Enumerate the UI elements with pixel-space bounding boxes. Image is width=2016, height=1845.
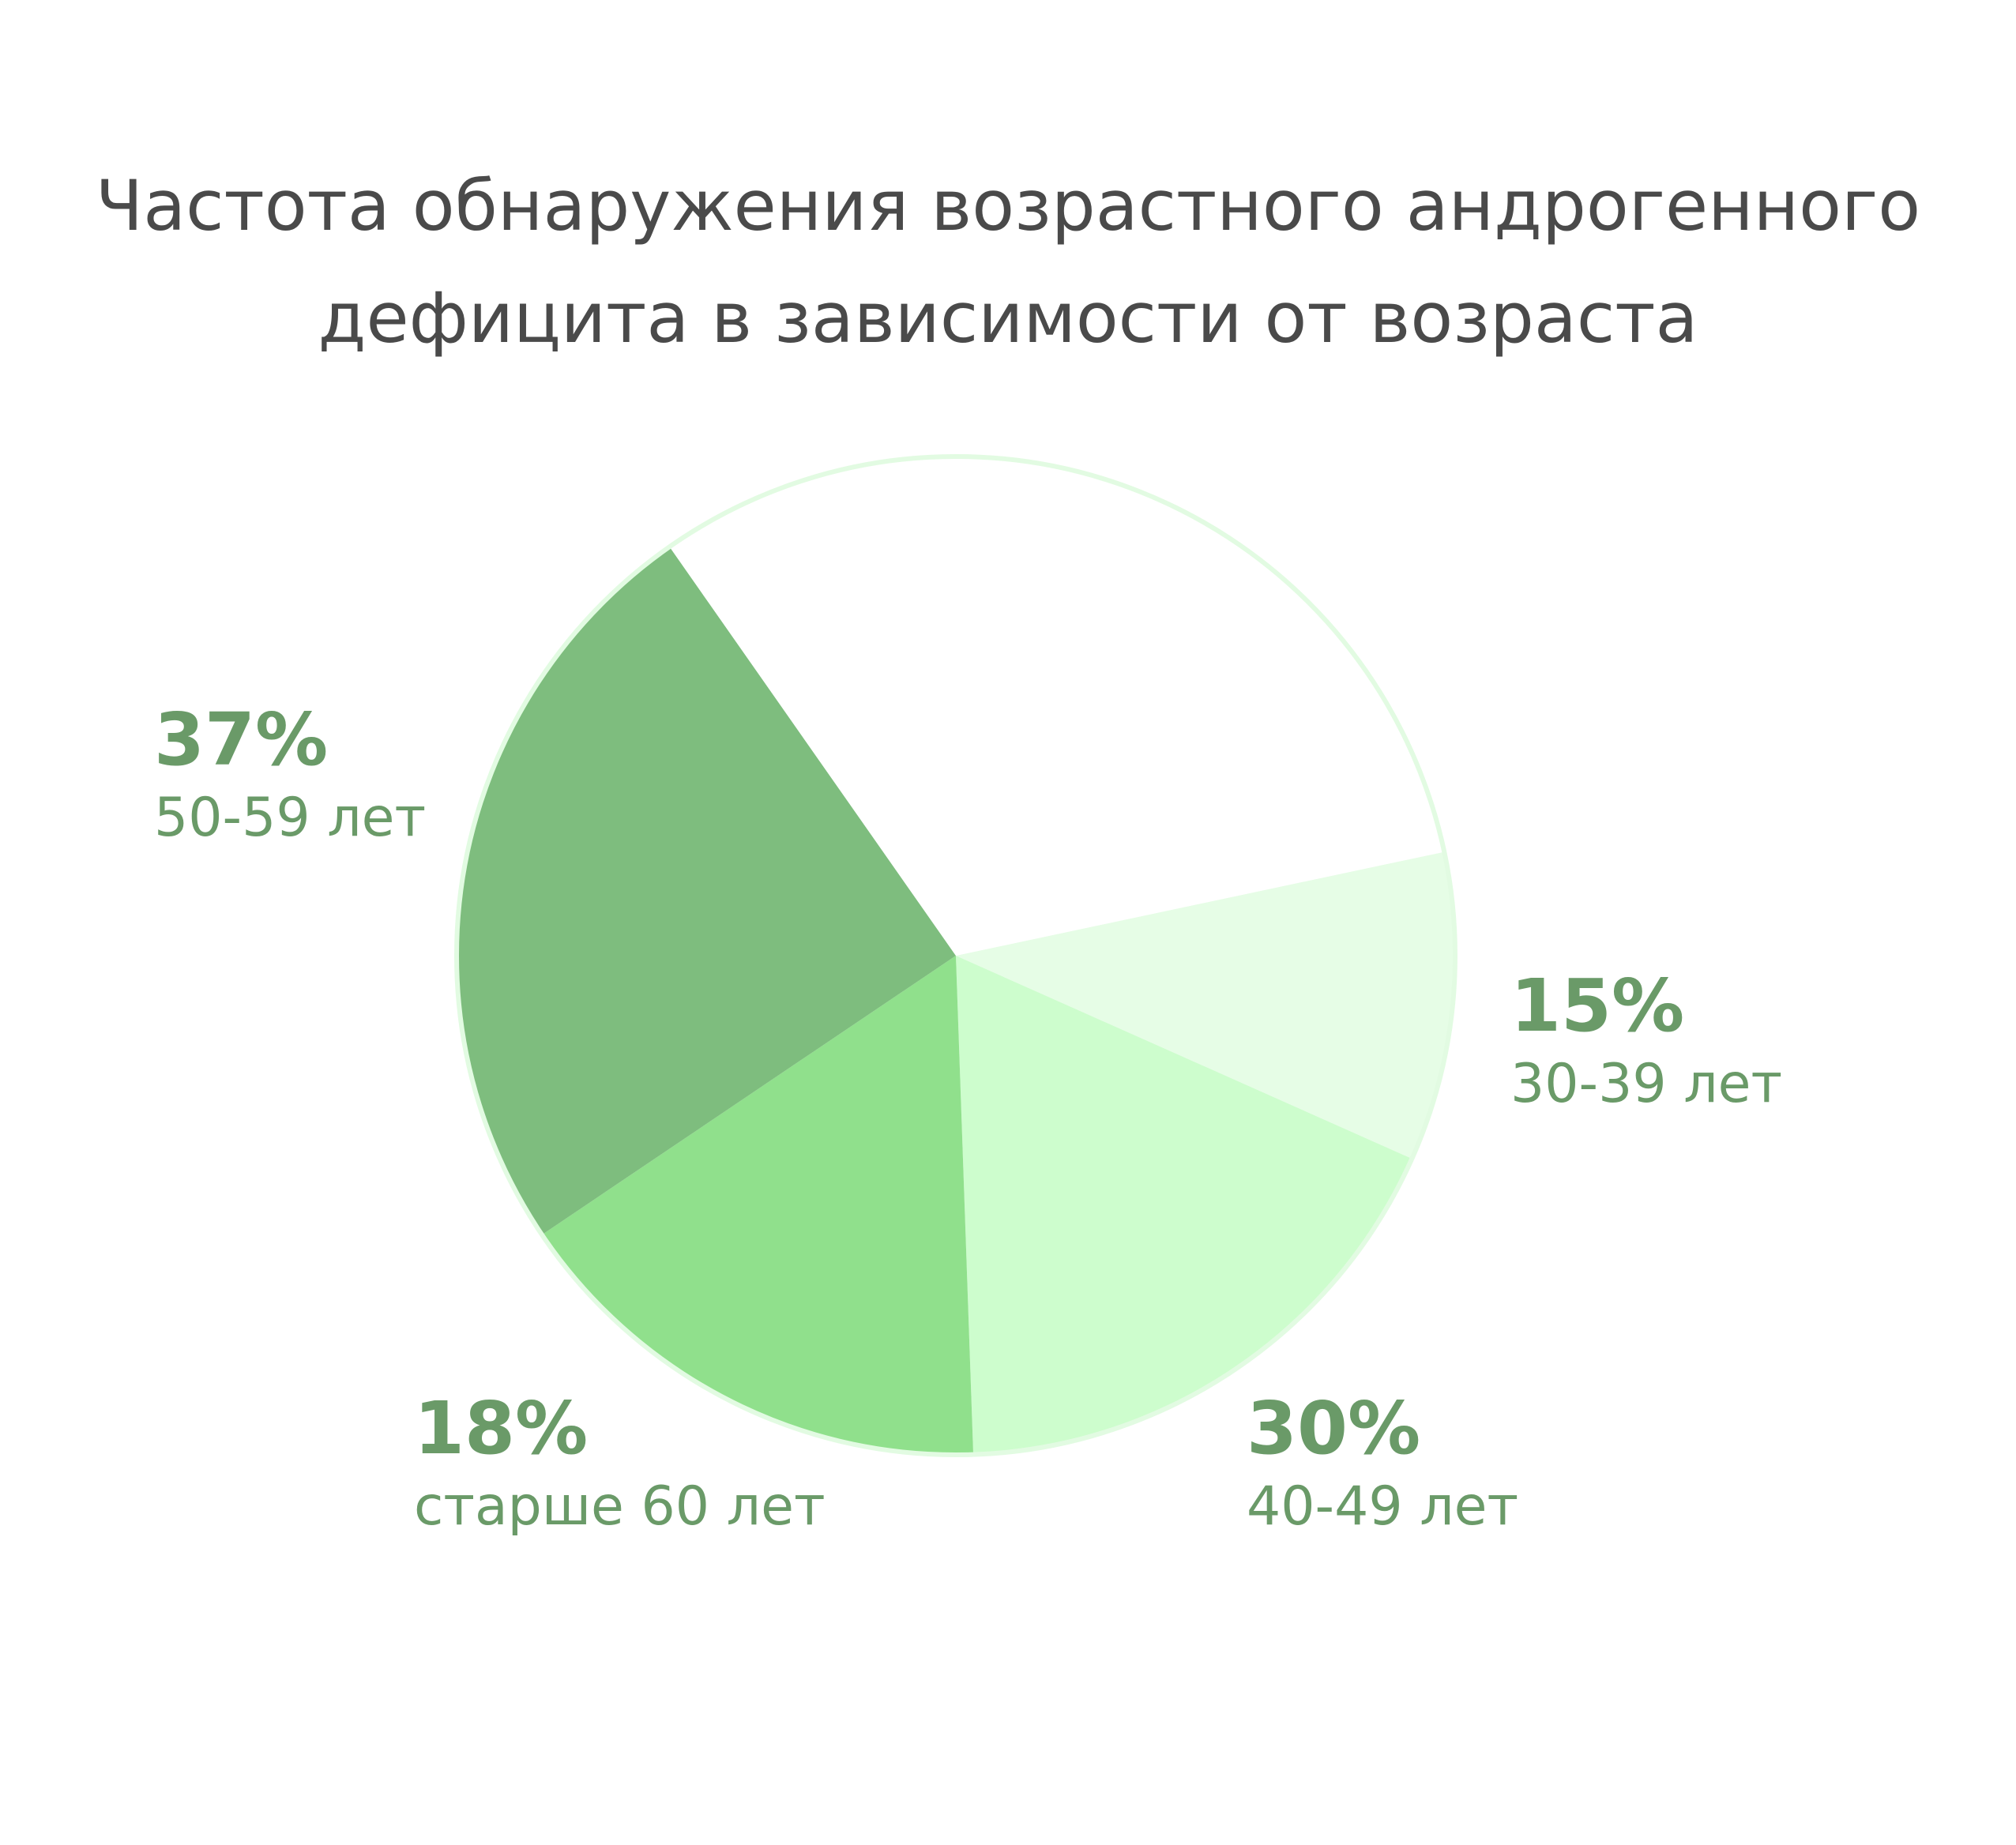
slice-value-label: 37% [154,697,328,782]
slice-label-group-4: 37%50-59 лет [154,697,426,849]
pie-slices [457,457,1456,1456]
slice-label-group-2: 30%40-49 лет [1247,1386,1518,1538]
slice-value-label: 18% [414,1386,588,1471]
chart-title-line-2: дефицита в зависимости от возраста [318,277,1698,359]
chart-title-line-1: Частота обнаружения возрастного андроген… [95,165,1921,246]
slice-value-label: 15% [1510,964,1684,1048]
pie-slice-4 [457,547,956,1235]
slice-category-label: 50-59 лет [154,787,426,849]
pie-labels: 15%30-39 лет 30%40-49 лет 18%старше 60 лет… [154,697,1782,1538]
slice-label-group-3: 18%старше 60 лет [414,1386,826,1538]
pie-slice-2 [956,956,1412,1455]
pie-slice-3 [542,956,974,1456]
slice-label-group-1: 15%30-39 лет [1510,964,1782,1115]
pie-slice-1 [956,851,1456,1159]
chart-title: Частота обнаружения возрастного андроген… [0,150,2016,374]
pie-outline [454,454,1457,1457]
slice-category-label: старше 60 лет [414,1475,826,1538]
slice-category-label: 30-39 лет [1510,1053,1782,1115]
slice-category-label: 40-49 лет [1247,1475,1518,1538]
slice-value-label: 30% [1247,1386,1420,1471]
pie-slice-5 [669,457,1445,956]
